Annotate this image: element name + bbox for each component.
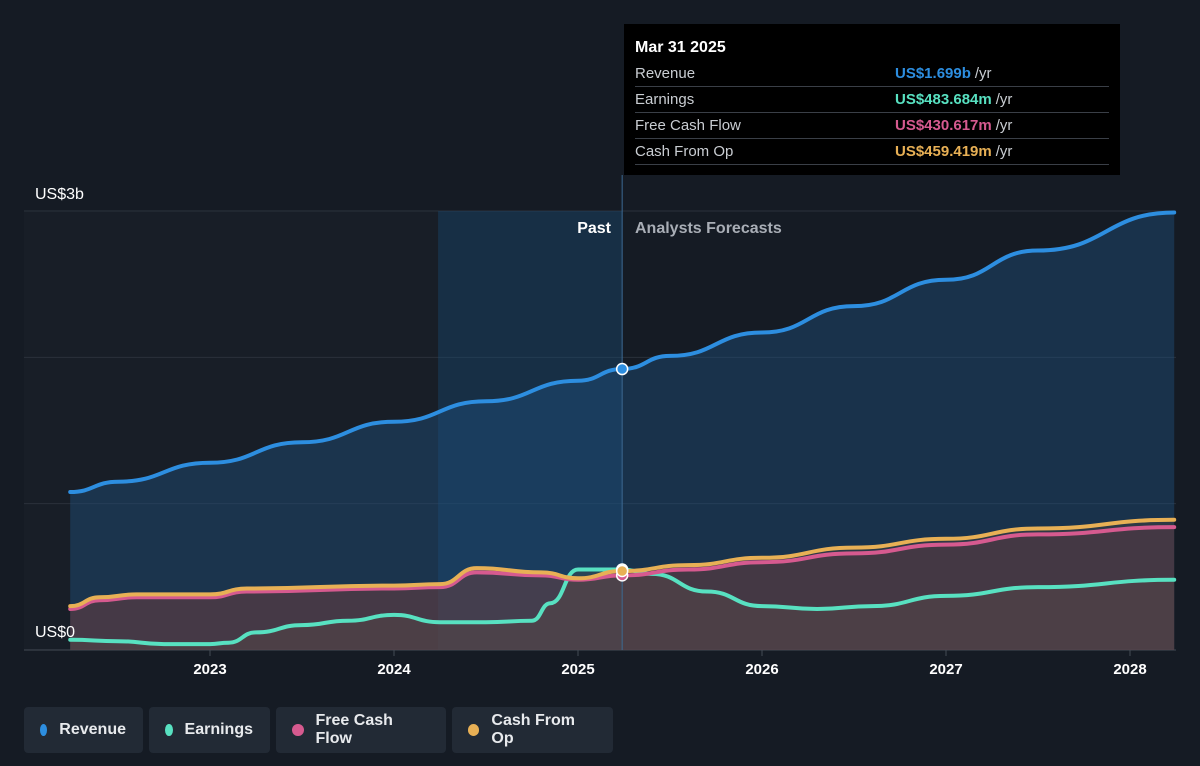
legend-dot-icon: [468, 724, 480, 736]
tooltip-row-free-cash-flow: Free Cash Flow US$430.617m /yr: [635, 113, 1109, 139]
x-axis-ticks: 2023 2024 2025 2026 2027 2028: [193, 650, 1147, 678]
x-tick-label: 2026: [745, 661, 778, 678]
tooltip-unit: /yr: [995, 91, 1013, 108]
series-markers: [615, 362, 629, 582]
line-cash-from-op: [68, 517, 1177, 609]
x-tick-label: 2024: [377, 661, 411, 678]
legend-item-earnings[interactable]: Earnings: [149, 707, 270, 753]
tooltip-value: US$459.419m: [895, 143, 992, 160]
tooltip-label: Free Cash Flow: [635, 117, 741, 134]
line-revenue: [68, 210, 1177, 494]
tooltip-row-earnings: Earnings US$483.684m /yr: [635, 87, 1109, 113]
gridlines: [24, 210, 1176, 651]
forecast-label: Analysts Forecasts: [635, 220, 782, 237]
tooltip-row-revenue: Revenue US$1.699b /yr: [635, 61, 1109, 87]
y-axis-bottom-label: US$0: [35, 624, 75, 641]
tooltip-label: Earnings: [635, 91, 695, 108]
tooltip-unit: /yr: [995, 117, 1013, 134]
legend-label: Revenue: [59, 721, 126, 738]
marker-cash-from-op: [615, 564, 629, 578]
legend-item-free-cash-flow[interactable]: Free Cash Flow: [276, 707, 446, 753]
legend-label: Free Cash Flow: [315, 712, 393, 747]
legend-item-revenue[interactable]: Revenue: [24, 707, 143, 753]
tooltip-unit: /yr: [974, 65, 992, 82]
x-tick-label: 2027: [929, 661, 962, 678]
legend-dot-icon: [292, 724, 304, 736]
marker-revenue: [615, 362, 629, 376]
tooltip-unit: /yr: [995, 143, 1013, 160]
tooltip-value: US$430.617m: [895, 117, 992, 134]
tooltip-value: US$1.699b: [895, 65, 971, 82]
legend-item-cash-from-op[interactable]: Cash From Op: [452, 707, 613, 753]
legend-label: Cash From Op: [491, 712, 575, 747]
past-background: [24, 210, 439, 650]
legend: Revenue Earnings Free Cash Flow Cash Fro…: [24, 707, 613, 753]
legend-dot-icon: [40, 724, 48, 736]
tooltip-value: US$483.684m: [895, 91, 992, 108]
line-free-cash-flow: [68, 525, 1177, 611]
line-earnings: [68, 567, 1177, 647]
y-axis-top-label: US$3b: [35, 186, 84, 203]
tooltip-date: Mar 31 2025: [635, 39, 726, 56]
tooltip-label: Cash From Op: [635, 143, 734, 160]
series-lines: [68, 210, 1177, 647]
tooltip-row-cash-from-op: Cash From Op US$459.419m /yr: [635, 139, 1109, 165]
tooltip-label: Revenue: [635, 65, 696, 82]
x-tick-label: 2025: [561, 661, 594, 678]
x-tick-label: 2028: [1113, 661, 1146, 678]
tooltip: Mar 31 2025 Revenue US$1.699b /yr Earnin…: [624, 24, 1120, 175]
legend-label: Earnings: [184, 721, 253, 738]
past-label: Past: [577, 220, 611, 237]
x-tick-label: 2023: [193, 661, 226, 678]
legend-dot-icon: [165, 724, 173, 736]
